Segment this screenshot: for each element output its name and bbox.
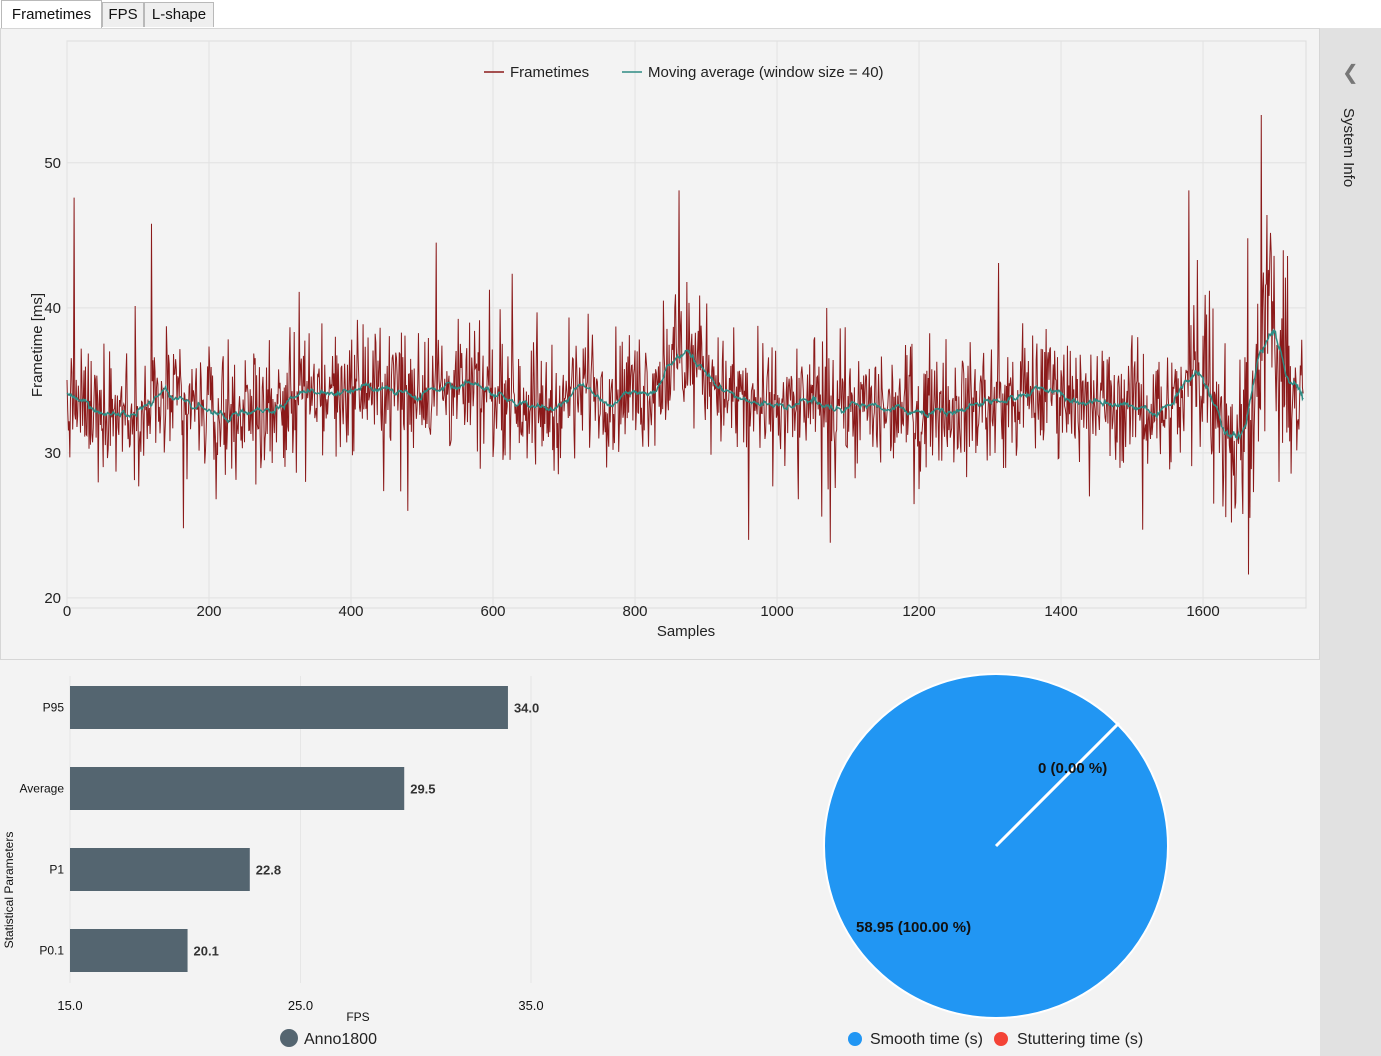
x-tick-label: 1200	[902, 603, 935, 620]
x-tick-label: 1600	[1186, 603, 1219, 620]
y-axis-label: Frametime [ms]	[29, 293, 46, 397]
pie-label-stuttering: 0 (0.00 %)	[1038, 760, 1107, 777]
legend-frametimes-label: Frametimes	[510, 64, 589, 81]
pie-outline	[823, 673, 1169, 1019]
pie-legend: Smooth time (s) Stuttering time (s)	[848, 1031, 1143, 1048]
x-tick-label: 600	[481, 603, 506, 620]
legend-moving-average-label: Moving average (window size = 40)	[648, 64, 884, 81]
bar-value-label: 34.0	[514, 701, 539, 716]
bar-x-tick-label: 25.0	[288, 998, 313, 1013]
y-tick-label: 30	[44, 445, 61, 462]
legend-stuttering-label: Stuttering time (s)	[1017, 1031, 1143, 1048]
x-tick-label: 1400	[1044, 603, 1077, 620]
legend-anno1800-dot	[280, 1029, 298, 1047]
moving-average-series-line	[66, 328, 1304, 441]
tab-frametimes[interactable]: Frametimes	[1, 0, 102, 29]
chevron-left-icon[interactable]: ❮	[1342, 62, 1359, 84]
bar-category-label: P1	[49, 863, 64, 877]
legend-smooth-dot	[848, 1032, 862, 1046]
x-axis-label: Samples	[657, 623, 715, 640]
bar-x-axis-label: FPS	[346, 1010, 369, 1024]
legend-stuttering-dot	[994, 1032, 1008, 1046]
x-tick-label: 200	[196, 603, 221, 620]
pie-slice-boundary	[994, 721, 1121, 848]
bar-value-label: 20.1	[194, 944, 219, 959]
fps-bar-chart: P95 34.0 Average 29.5 P1 22.8 P0.1 20.1 15.0 25.…	[2, 676, 544, 1048]
bar-p01	[70, 929, 188, 972]
y-tick-label: 20	[44, 590, 61, 607]
y-tick-label: 50	[44, 155, 61, 172]
bar-p1	[70, 848, 250, 891]
bar-value-label: 29.5	[410, 782, 435, 797]
bar-average	[70, 767, 405, 810]
frametimes-chart: 0 200 400 600 800 1000 1200 1400 1600 20 30 40 50 Sa…	[29, 40, 1307, 640]
x-tick-label: 0	[63, 603, 71, 620]
stutter-pie-chart: 58.95 (100.00 %) 0 (0.00 %) Smooth time (…	[823, 673, 1169, 1048]
system-info-tab[interactable]: System Info	[1340, 108, 1357, 188]
legend-anno1800-label: Anno1800	[304, 1031, 377, 1048]
bar-category-label: P0.1	[39, 944, 64, 958]
bar-y-axis-label: Statistical Parameters	[2, 832, 16, 949]
pie-label-smooth: 58.95 (100.00 %)	[856, 919, 971, 936]
bar-x-tick-label: 35.0	[518, 998, 543, 1013]
frametimes-legend: Frametimes Moving average (window size =…	[484, 64, 884, 81]
legend-smooth-label: Smooth time (s)	[870, 1031, 983, 1048]
frametimes-series-line	[66, 114, 1304, 575]
x-tick-label: 800	[623, 603, 648, 620]
frametimes-chart-panel: 0 200 400 600 800 1000 1200 1400 1600 20 30 40 50 Sa…	[0, 28, 1320, 660]
x-tick-label: 400	[338, 603, 363, 620]
bar-p95	[70, 686, 508, 729]
y-tick-label: 40	[44, 300, 61, 317]
bar-x-tick-label: 15.0	[57, 998, 82, 1013]
bar-category-label: P95	[43, 701, 65, 715]
bar-value-label: 22.8	[256, 863, 281, 878]
tab-bar: Frametimes FPS L-shape	[0, 0, 1381, 29]
tab-fps[interactable]: FPS	[102, 2, 144, 27]
system-info-sidebar: ❮ System Info	[1320, 28, 1381, 1056]
statistics-panel: P95 34.0 Average 29.5 P1 22.8 P0.1 20.1 15.0 25.…	[0, 661, 1320, 1056]
tab-l-shape[interactable]: L-shape	[144, 2, 214, 27]
bar-category-label: Average	[20, 782, 65, 796]
x-tick-label: 1000	[760, 603, 793, 620]
